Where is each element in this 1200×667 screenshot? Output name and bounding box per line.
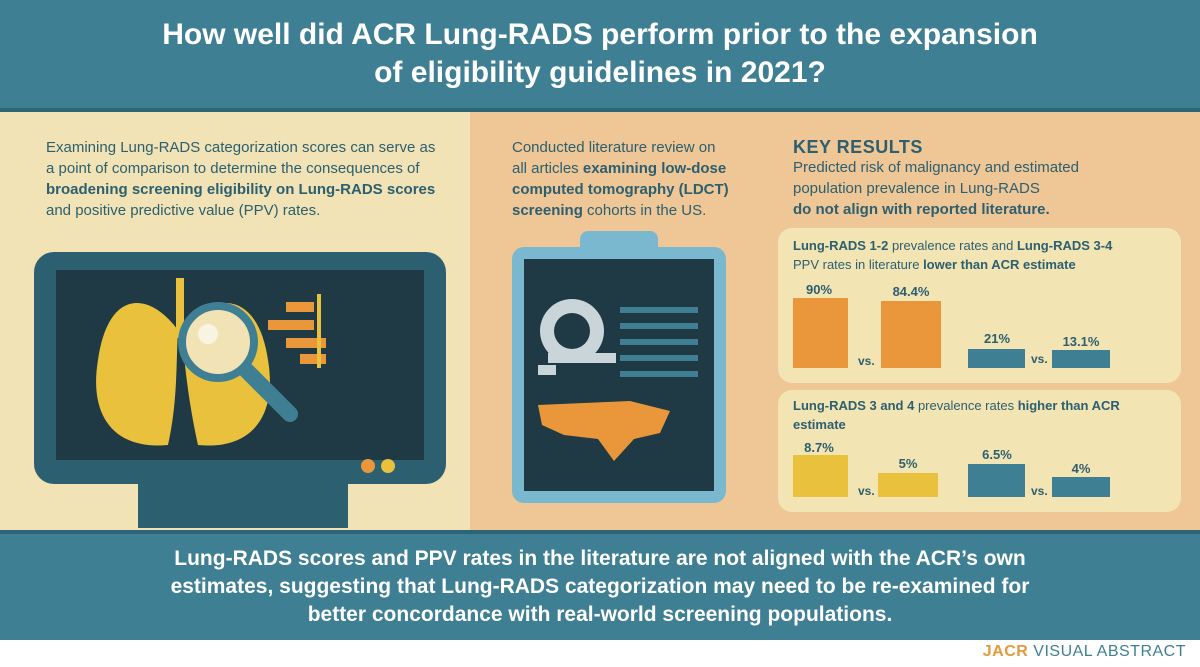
card-2-title-part: prevalence rates bbox=[914, 398, 1018, 413]
card-1-title-part: lower than ACR estimate bbox=[923, 257, 1076, 272]
text-line bbox=[620, 371, 698, 377]
bar-value-label: 84.4% bbox=[892, 284, 930, 299]
card-1-title-part: Lung-RADS 1-2 bbox=[793, 238, 889, 253]
bar-lungrads-4-literature bbox=[1052, 477, 1110, 497]
method-text-part: cohorts in the US. bbox=[582, 202, 707, 219]
vs-label: vs. bbox=[1031, 484, 1048, 498]
bar-value-label: 13.1% bbox=[1062, 334, 1100, 349]
key-results-text-bold: do not align with reported literature. bbox=[793, 201, 1050, 218]
method-text-part: Conducted literature review on all artic… bbox=[512, 139, 716, 177]
page-title: How well did ACR Lung-RADS perform prior… bbox=[162, 18, 1038, 89]
intro-text-part: Examining Lung-RADS categorization score… bbox=[46, 139, 436, 177]
bar-value-label: 4% bbox=[1071, 461, 1091, 476]
intro-text-bold: broadening screening eligibility on Lung… bbox=[46, 181, 436, 198]
bar-lines-icon bbox=[268, 294, 326, 368]
intro-text: Examining Lung-RADS categorization score… bbox=[46, 137, 446, 221]
card-1-title-part: PPV rates in literature bbox=[793, 257, 924, 272]
text-line bbox=[620, 307, 698, 313]
vs-label: vs. bbox=[1031, 352, 1048, 366]
bar-lungrads-3-4-literature bbox=[1052, 350, 1110, 368]
card-2-title: Lung-RADS 3 and 4 prevalence rates highe… bbox=[793, 396, 1123, 434]
method-text: Conducted literature review on all artic… bbox=[512, 137, 732, 221]
monitor-lungs-illustration bbox=[34, 252, 446, 528]
bar-lungrads-1-2-literature bbox=[881, 301, 941, 368]
header-banner: How well did ACR Lung-RADS perform prior… bbox=[0, 0, 1200, 112]
card-1-title-part: Lung-RADS 3-4 bbox=[1016, 238, 1113, 253]
brand-logo: JACR VISUAL ABSTRACT bbox=[983, 643, 1186, 661]
bar-lungrads-3-literature bbox=[878, 473, 938, 497]
card-2-title-part: higher than ACR estimate bbox=[793, 398, 1120, 432]
brand-jacr: JACR bbox=[982, 643, 1029, 660]
brand-visual-abstract: VISUAL ABSTRACT bbox=[1028, 643, 1186, 660]
card-2-title-part: Lung-RADS 3 and 4 bbox=[793, 398, 915, 413]
key-results-text: Predicted risk of malignancy and estimat… bbox=[793, 157, 1083, 220]
bar-value-label: 8.7% bbox=[804, 440, 834, 455]
bar-lungrads-1-2-acr bbox=[793, 298, 848, 368]
conclusion-banner: Lung-RADS scores and PPV rates in the li… bbox=[0, 530, 1200, 640]
intro-text-part: and positive predictive value (PPV) rate… bbox=[46, 202, 321, 219]
vs-label: vs. bbox=[858, 354, 875, 368]
card-1-title-part: prevalence rates and bbox=[888, 238, 1017, 253]
clipboard-illustration bbox=[512, 231, 726, 503]
bar-value-label: 5% bbox=[898, 456, 918, 471]
method-text-bold: examining low-dose computed tomography (… bbox=[512, 160, 729, 219]
bar-value-label: 90% bbox=[805, 282, 833, 297]
bar-lungrads-3-4-acr bbox=[968, 349, 1025, 368]
key-results-text-part: Predicted risk of malignancy and estimat… bbox=[793, 159, 1079, 197]
bar-lungrads-4-acr bbox=[968, 464, 1025, 497]
card-1-title: Lung-RADS 1-2 prevalence rates and Lung-… bbox=[793, 236, 1178, 274]
bar-lungrads-3-acr bbox=[793, 455, 848, 497]
conclusion-text: Lung-RADS scores and PPV rates in the li… bbox=[170, 547, 1030, 626]
text-line bbox=[620, 355, 698, 361]
us-map-icon bbox=[538, 401, 670, 461]
vs-label: vs. bbox=[858, 484, 875, 498]
bar-value-label: 21% bbox=[983, 331, 1011, 346]
monitor-button-icon bbox=[381, 459, 395, 473]
clipboard-clip bbox=[580, 231, 658, 257]
ct-scanner-icon bbox=[538, 299, 616, 375]
key-results-title: KEY RESULTS bbox=[793, 137, 923, 157]
text-line bbox=[620, 323, 698, 329]
text-line bbox=[620, 339, 698, 345]
magnifier-icon bbox=[178, 302, 298, 422]
monitor-button-icon bbox=[361, 459, 375, 473]
bar-value-label: 6.5% bbox=[982, 447, 1012, 462]
